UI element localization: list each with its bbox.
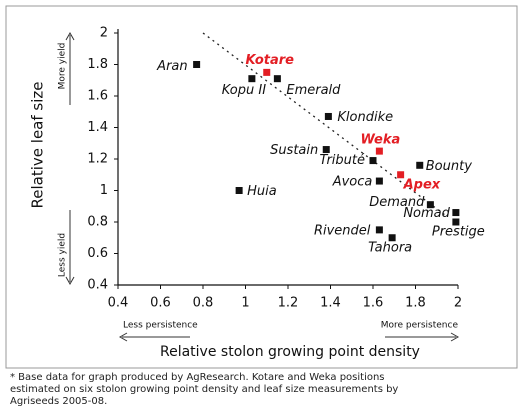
footnote: * Base data for graph produced by AgRese…: [10, 372, 385, 383]
y-axis-label: Relative leaf size: [29, 82, 47, 209]
point-label: Bounty: [426, 159, 472, 174]
point-label: Avoca: [332, 175, 373, 190]
point-label: Rivendel: [314, 223, 371, 238]
point: [273, 75, 281, 83]
point-label: Apex: [403, 177, 441, 192]
point: [263, 68, 271, 76]
x-tick-label: 0.6: [150, 296, 171, 311]
x-tick-label: 1.8: [405, 296, 426, 311]
trend-line: [202, 32, 446, 216]
point: [397, 171, 405, 179]
x-tick-label: 2: [454, 296, 462, 311]
point-label: Weka: [361, 133, 401, 148]
y-tick-label: 1.2: [87, 152, 108, 167]
annotation: More persistence: [381, 321, 459, 331]
arrow-head: [65, 31, 75, 41]
point: [248, 75, 256, 83]
point-label: Kopu II: [222, 83, 266, 98]
point: [375, 177, 383, 185]
point-label: Tributé: [320, 153, 365, 168]
point-label: Huia: [247, 184, 277, 199]
point: [193, 61, 201, 68]
point-label: Nomad: [403, 206, 450, 221]
point: [235, 187, 243, 194]
arrow-head: [65, 276, 75, 286]
y-tick-label: 0.4: [87, 278, 108, 293]
point: [452, 218, 460, 226]
point: [416, 161, 424, 169]
frame: [5, 5, 518, 369]
x-tick-label: 0.8: [193, 296, 214, 311]
point: [375, 226, 383, 234]
footnote: Agriseeds 2005-08.: [10, 396, 107, 407]
point-label: Klondike: [337, 110, 393, 125]
point: [324, 112, 332, 120]
point: [375, 147, 383, 155]
point: [388, 234, 396, 242]
x-tick-label: 1.2: [278, 296, 299, 311]
y-tick-label: 2: [100, 26, 108, 41]
point-label: Emerald: [286, 83, 341, 98]
arrow-head: [118, 332, 128, 342]
point: [322, 146, 330, 154]
y-tick-label: 1.6: [87, 89, 108, 104]
y-tick-label: 1.8: [87, 57, 108, 72]
x-axis-label: Relative stolon growing point density: [160, 344, 420, 360]
y-tick-label: 0.6: [87, 246, 108, 261]
footnote: estimated on six stolon growing point de…: [10, 384, 398, 395]
point: [452, 209, 460, 217]
annotation: More yield: [58, 43, 68, 90]
point: [426, 201, 434, 209]
point-label: Tahora: [368, 240, 412, 255]
arrow-head: [450, 332, 460, 342]
point-label: Prestige: [432, 225, 485, 240]
x-tick-label: 1.6: [363, 296, 384, 311]
annotation: Less persistence: [123, 321, 198, 331]
point: [369, 157, 377, 165]
y-tick-label: 0.8: [87, 215, 108, 230]
point-label: Sustain: [270, 143, 318, 158]
y-tick-label: 1.4: [87, 120, 108, 135]
annotation: Less yield: [58, 233, 68, 277]
x-tick-label: 1: [241, 296, 249, 311]
x-tick-label: 0.4: [108, 296, 129, 311]
y-tick-label: 1: [100, 183, 108, 198]
point-label: Kotare: [245, 53, 294, 68]
point-label: Demand: [369, 195, 425, 210]
point-label: Aran: [156, 59, 187, 74]
x-tick-label: 1.4: [320, 296, 341, 311]
